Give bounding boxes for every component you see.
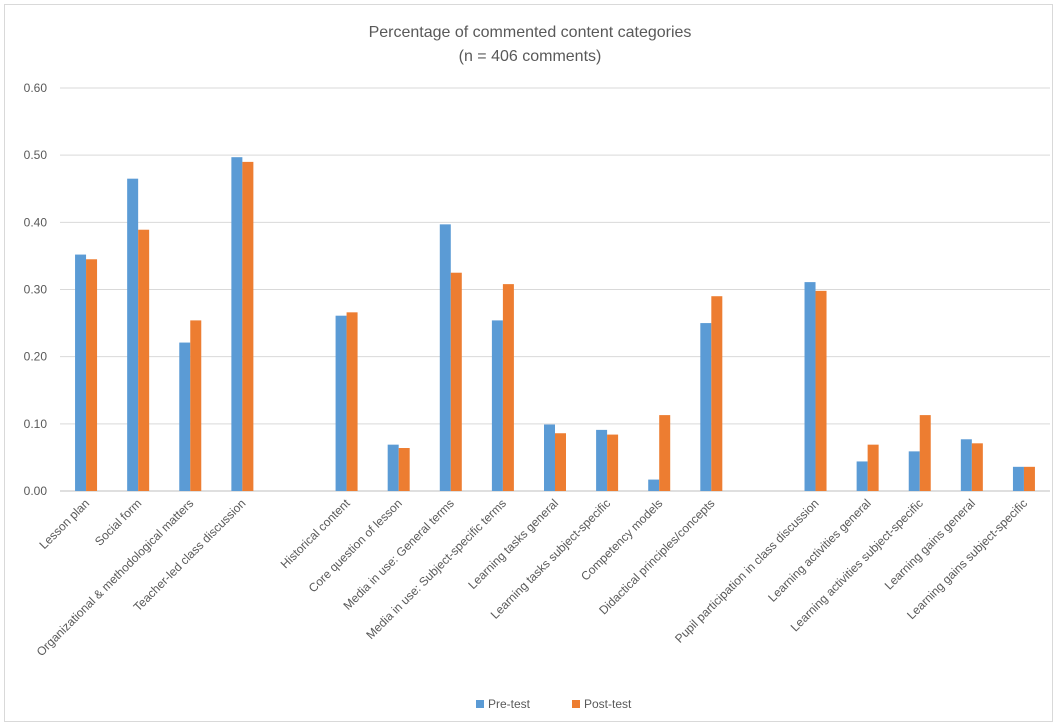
- bar-pre-test: [231, 157, 243, 491]
- y-tick-label: 0.60: [24, 81, 48, 95]
- bar-post-test: [919, 415, 931, 491]
- bar-pre-test: [700, 323, 712, 491]
- bar-post-test: [242, 161, 254, 491]
- x-category-label: Core question of lesson: [306, 496, 405, 595]
- bar-pre-test: [335, 315, 347, 491]
- bar-pre-test: [544, 424, 555, 491]
- bar-pre-test: [908, 451, 920, 491]
- x-category-label: Learning tasks general: [465, 496, 561, 592]
- bar-post-test: [190, 320, 202, 491]
- x-category-label: Learning gains general: [882, 496, 978, 592]
- y-tick-label: 0.20: [24, 350, 48, 364]
- bar-pre-test: [648, 479, 660, 491]
- bar-post-test: [450, 272, 462, 491]
- y-tick-label: 0.30: [24, 283, 48, 297]
- bar-post-test: [1023, 466, 1035, 491]
- chart-subtitle: (n = 406 comments): [459, 48, 602, 65]
- y-tick-label: 0.00: [24, 484, 48, 498]
- bar-post-test: [659, 415, 671, 491]
- bar-post-test: [867, 444, 879, 491]
- x-category-label: Learning activities general: [765, 496, 873, 604]
- bar-post-test: [346, 312, 358, 491]
- gridlines: [60, 87, 1050, 492]
- y-tick-label: 0.40: [24, 215, 48, 229]
- bar-post-test: [138, 229, 150, 491]
- y-axis-ticks: 0.00 0.10 0.20 0.30 0.40 0.50 0.60: [24, 81, 48, 498]
- bar-pre-test: [856, 461, 868, 491]
- bar-post-test: [971, 443, 983, 491]
- bar-pre-test: [127, 178, 139, 492]
- bar-pre-test: [804, 282, 816, 491]
- x-category-label: Teacher-led class discussion: [131, 496, 249, 614]
- bar-pre-test: [960, 439, 972, 491]
- bar-post-test: [502, 284, 514, 491]
- bar-post-test: [711, 296, 723, 491]
- legend-swatch: [572, 700, 580, 708]
- bar-pre-test: [596, 429, 608, 491]
- bars: [75, 157, 1035, 492]
- x-category-label: Lesson plan: [37, 496, 93, 552]
- legend-swatch: [476, 700, 484, 708]
- bar-post-test: [86, 259, 98, 491]
- legend-label: Pre-test: [488, 697, 531, 711]
- y-tick-label: 0.10: [24, 417, 48, 431]
- bar-post-test: [815, 290, 827, 491]
- bar-pre-test: [75, 254, 87, 491]
- bar-pre-test: [439, 224, 451, 491]
- chart-frame: [4, 4, 1053, 722]
- bar-post-test: [607, 434, 619, 491]
- bar-pre-test: [387, 444, 399, 491]
- bar-post-test: [398, 448, 410, 491]
- legend-label: Post-test: [584, 697, 632, 711]
- x-category-label: Social form: [92, 496, 144, 548]
- bar-pre-test: [491, 320, 503, 491]
- bar-pre-test: [1012, 466, 1024, 491]
- bar-post-test: [555, 433, 566, 491]
- y-tick-label: 0.50: [24, 148, 48, 162]
- chart-title: Percentage of commented content categori…: [369, 24, 692, 41]
- x-category-label: Media in use: General terms: [340, 496, 456, 612]
- legend: Pre-test Post-test: [476, 697, 632, 711]
- bar-pre-test: [179, 342, 191, 491]
